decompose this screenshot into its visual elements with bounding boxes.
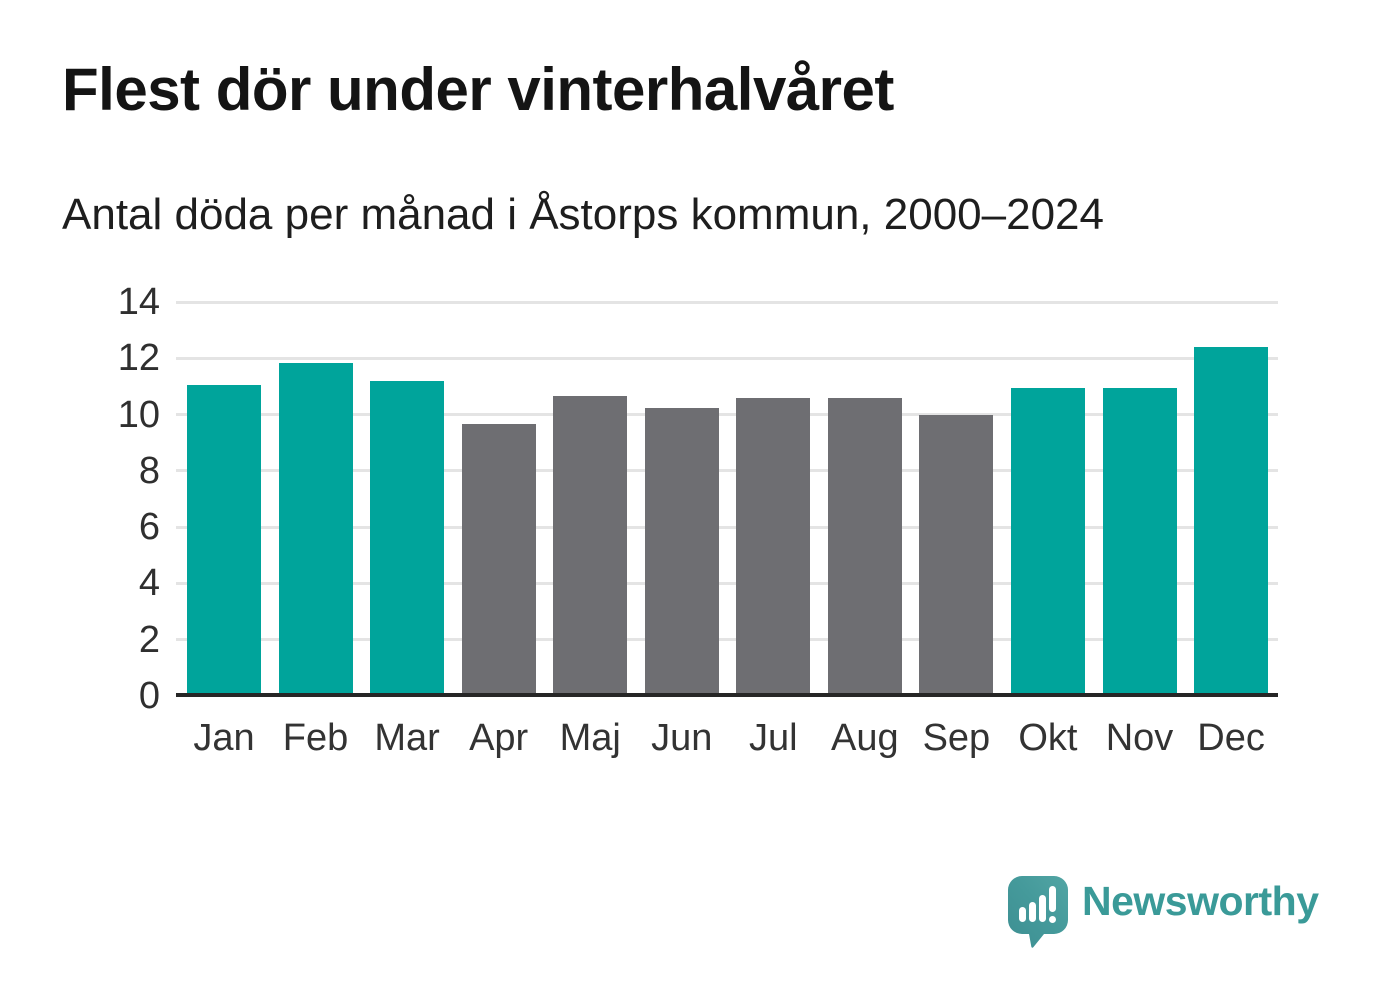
bar-aug bbox=[827, 397, 902, 696]
gridline-10 bbox=[176, 413, 1278, 417]
gridline-8 bbox=[176, 469, 1278, 473]
bar-jan bbox=[187, 385, 261, 696]
x-axis-label-jul: Jul bbox=[749, 717, 798, 759]
x-axis-label-sep: Sep bbox=[922, 717, 991, 759]
bar-jul bbox=[736, 397, 811, 696]
bar-apr bbox=[461, 424, 536, 696]
x-axis-label-feb: Feb bbox=[282, 717, 349, 759]
x-axis-label-nov: Nov bbox=[1105, 717, 1174, 759]
y-axis-label-14: 14 bbox=[117, 281, 160, 323]
gridline-6 bbox=[176, 525, 1278, 529]
chart-title: Flest dör under vinterhalvåret bbox=[62, 56, 894, 123]
x-axis-label-okt: Okt bbox=[1018, 717, 1078, 759]
gridline-2 bbox=[176, 638, 1278, 642]
x-axis-label-aug: Aug bbox=[831, 717, 899, 759]
y-axis-label-6: 6 bbox=[138, 506, 160, 549]
bar-sep bbox=[919, 414, 994, 696]
bar-okt bbox=[1010, 387, 1085, 696]
bar-nov bbox=[1102, 387, 1177, 696]
y-axis-label-4: 4 bbox=[138, 562, 160, 605]
bar-mar bbox=[370, 380, 445, 696]
newsworthy-logo: Newsworthy bbox=[1008, 876, 1319, 948]
bar-feb bbox=[278, 362, 353, 696]
y-axis-label-2: 2 bbox=[138, 618, 160, 661]
y-axis-label-8: 8 bbox=[138, 449, 160, 492]
gridline-4 bbox=[176, 581, 1278, 585]
gridline-12 bbox=[176, 356, 1278, 360]
x-axis-label-apr: Apr bbox=[469, 717, 529, 759]
x-axis-label-mar: Mar bbox=[374, 717, 440, 759]
chart-subtitle: Antal döda per månad i Åstorps kommun, 2… bbox=[62, 190, 1104, 239]
y-axis-label-12: 12 bbox=[117, 337, 160, 380]
bar-jun bbox=[644, 407, 719, 696]
x-axis-label-maj: Maj bbox=[559, 717, 621, 759]
x-axis-label-jun: Jun bbox=[651, 717, 713, 759]
y-axis-label-0: 0 bbox=[138, 675, 160, 717]
newsworthy-speech-bubble-chart-icon bbox=[1008, 876, 1068, 948]
x-axis-line bbox=[176, 693, 1278, 697]
newsworthy-wordmark: Newsworthy bbox=[1082, 878, 1319, 924]
x-axis-label-dec: Dec bbox=[1197, 717, 1265, 759]
bar-dec bbox=[1194, 347, 1269, 696]
gridline-14 bbox=[176, 300, 1278, 304]
y-axis-label-10: 10 bbox=[117, 393, 160, 436]
x-axis-label-jan: Jan bbox=[193, 717, 255, 759]
bar-maj bbox=[553, 396, 628, 696]
